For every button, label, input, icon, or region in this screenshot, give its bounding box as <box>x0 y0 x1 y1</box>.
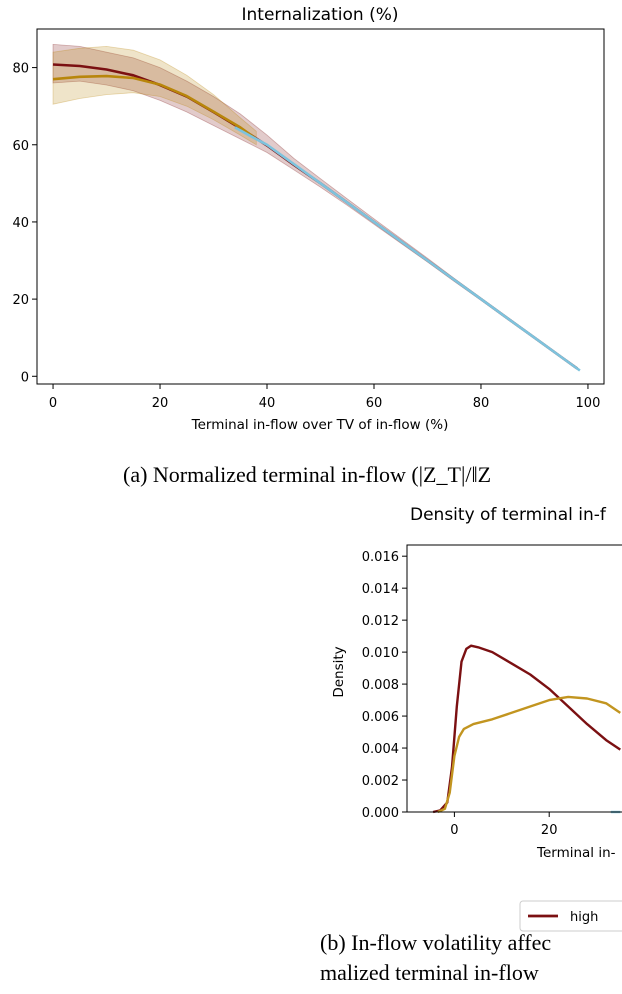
chart-a-y-tick-label: 80 <box>12 62 29 77</box>
chart-a-y-ticks: 0 20 40 60 80 <box>12 62 37 385</box>
figure-a-caption: (a) Normalized terminal in-flow (|Z_T|/‖… <box>123 462 491 487</box>
chart-b-y-tick-label: 0.008 <box>362 678 399 693</box>
figure-b-caption-line-1: (b) In-flow volatility affec <box>320 930 551 955</box>
chart-b-line-0 <box>432 644 621 814</box>
chart-b-y-tick-label: 0.004 <box>362 742 399 757</box>
chart-b-legend-box <box>519 900 622 932</box>
chart-a-x-tick-label: 100 <box>576 396 601 411</box>
chart-b-x-axis-label: Terminal in- <box>536 845 616 861</box>
chart-a-line-0 <box>52 63 579 370</box>
chart-b-legend-label-high: high <box>570 910 598 925</box>
chart-b-y-axis-label: Density <box>331 646 347 697</box>
chart-a: Internalization (%) 0 20 40 60 80 100 0 20 40 60… <box>12 5 605 433</box>
chart-b-y-tick-label: 0.010 <box>362 646 399 661</box>
chart-b-line-1 <box>437 695 621 814</box>
chart-b-x-tick-label: 0 <box>450 823 458 838</box>
chart-a-title: Internalization (%) <box>242 5 399 25</box>
chart-a-line-1 <box>52 74 258 141</box>
chart-a-x-tick-label: 40 <box>259 396 276 411</box>
chart-b-y-tick-label: 0.006 <box>362 710 399 725</box>
chart-b-x-ticks: 0 20 <box>450 812 557 838</box>
chart-b-axes-frame <box>406 544 622 813</box>
chart-a-x-tick-label: 20 <box>152 396 169 411</box>
chart-a-x-axis-label: Terminal in-flow over TV of in-flow (%) <box>191 417 449 433</box>
chart-a-band-1 <box>52 45 257 146</box>
chart-b-title: Density of terminal in-f <box>410 505 607 525</box>
chart-a-x-tick-label: 0 <box>49 396 57 411</box>
chart-b-y-tick-label: 0.002 <box>362 774 399 789</box>
chart-b-legend: high <box>519 900 622 932</box>
chart-a-x-tick-label: 60 <box>366 396 383 411</box>
chart-b-x-tick-label: 20 <box>541 823 558 838</box>
chart-b-y-tick-label: 0.012 <box>362 614 399 629</box>
chart-b-y-tick-label: 0.016 <box>362 550 399 565</box>
chart-b: Density of terminal in-f 0 20 0.0000.0020… <box>331 505 622 932</box>
figure-b-caption-line-2: malized terminal in-flow <box>320 960 539 985</box>
chart-a-y-tick-label: 40 <box>12 216 29 231</box>
chart-b-y-tick-label: 0.014 <box>362 582 399 597</box>
chart-b-y-tick-label: 0.000 <box>362 806 399 821</box>
chart-a-confidence-bands <box>52 43 578 371</box>
chart-a-y-tick-label: 0 <box>21 370 29 385</box>
chart-a-y-tick-label: 20 <box>12 293 29 308</box>
chart-a-line-2 <box>234 126 581 372</box>
chart-a-x-tick-label: 80 <box>473 396 490 411</box>
chart-b-y-ticks: 0.000 0.002 0.004 0.006 0.008 0.010 0.012 0.014… <box>362 550 407 821</box>
chart-b-series-lines <box>432 644 621 814</box>
chart-a-x-ticks: 0 20 40 60 80 100 <box>49 384 600 411</box>
chart-a-axes-frame <box>36 28 605 385</box>
chart-a-y-tick-label: 60 <box>12 139 29 154</box>
chart-a-series-lines <box>52 63 581 372</box>
